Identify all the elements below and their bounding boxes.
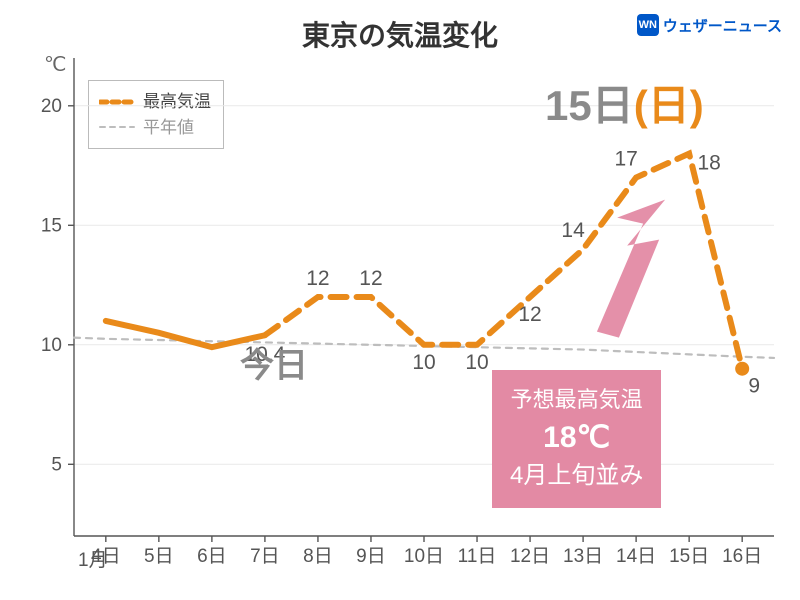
svg-text:7日: 7日: [250, 546, 280, 567]
x-month-label: 1月: [78, 545, 108, 572]
svg-text:10: 10: [412, 351, 435, 374]
svg-text:18: 18: [697, 152, 720, 175]
svg-text:20: 20: [41, 96, 62, 117]
y-unit-label: ℃: [44, 52, 66, 77]
svg-text:10: 10: [465, 351, 488, 374]
brand-text: ウェザーニュース: [663, 15, 782, 36]
svg-text:16日: 16日: [722, 546, 762, 567]
svg-text:9: 9: [748, 375, 760, 398]
brand-icon: WN: [637, 14, 659, 36]
callout-line3: 4月上旬並み: [510, 459, 643, 494]
svg-text:11日: 11日: [458, 546, 497, 567]
svg-text:6日: 6日: [197, 546, 227, 567]
svg-text:15: 15: [41, 215, 62, 236]
callout-box: 予想最高気温 18℃ 4月上旬並み: [492, 370, 661, 508]
annotation-15th: 15日(日): [545, 72, 704, 133]
svg-text:12: 12: [518, 303, 541, 326]
svg-text:12: 12: [306, 267, 329, 290]
annotation-15th-day: 15日: [545, 82, 634, 129]
annotation-today: 今日: [240, 338, 308, 387]
svg-text:12日: 12日: [510, 546, 550, 567]
svg-text:13日: 13日: [563, 546, 603, 567]
svg-text:10日: 10日: [404, 546, 444, 567]
callout-line2: 18℃: [510, 416, 643, 460]
svg-text:10: 10: [41, 335, 62, 356]
svg-text:12: 12: [359, 267, 382, 290]
svg-text:17: 17: [614, 148, 637, 171]
brand-badge: WN ウェザーニュース: [637, 14, 782, 36]
annotation-15th-sun: (日): [634, 82, 704, 129]
svg-text:8日: 8日: [303, 546, 333, 567]
svg-text:14: 14: [561, 219, 585, 242]
svg-text:9日: 9日: [356, 546, 386, 567]
svg-text:5日: 5日: [144, 546, 174, 567]
svg-text:14日: 14日: [616, 546, 656, 567]
chart-root: 東京の気温変化 WN ウェザーニュース ℃ 最高気温平年値 51015204日5…: [0, 0, 800, 600]
callout-line1: 予想最高気温: [510, 384, 643, 416]
svg-text:15日: 15日: [669, 546, 709, 567]
svg-text:5: 5: [51, 454, 62, 475]
